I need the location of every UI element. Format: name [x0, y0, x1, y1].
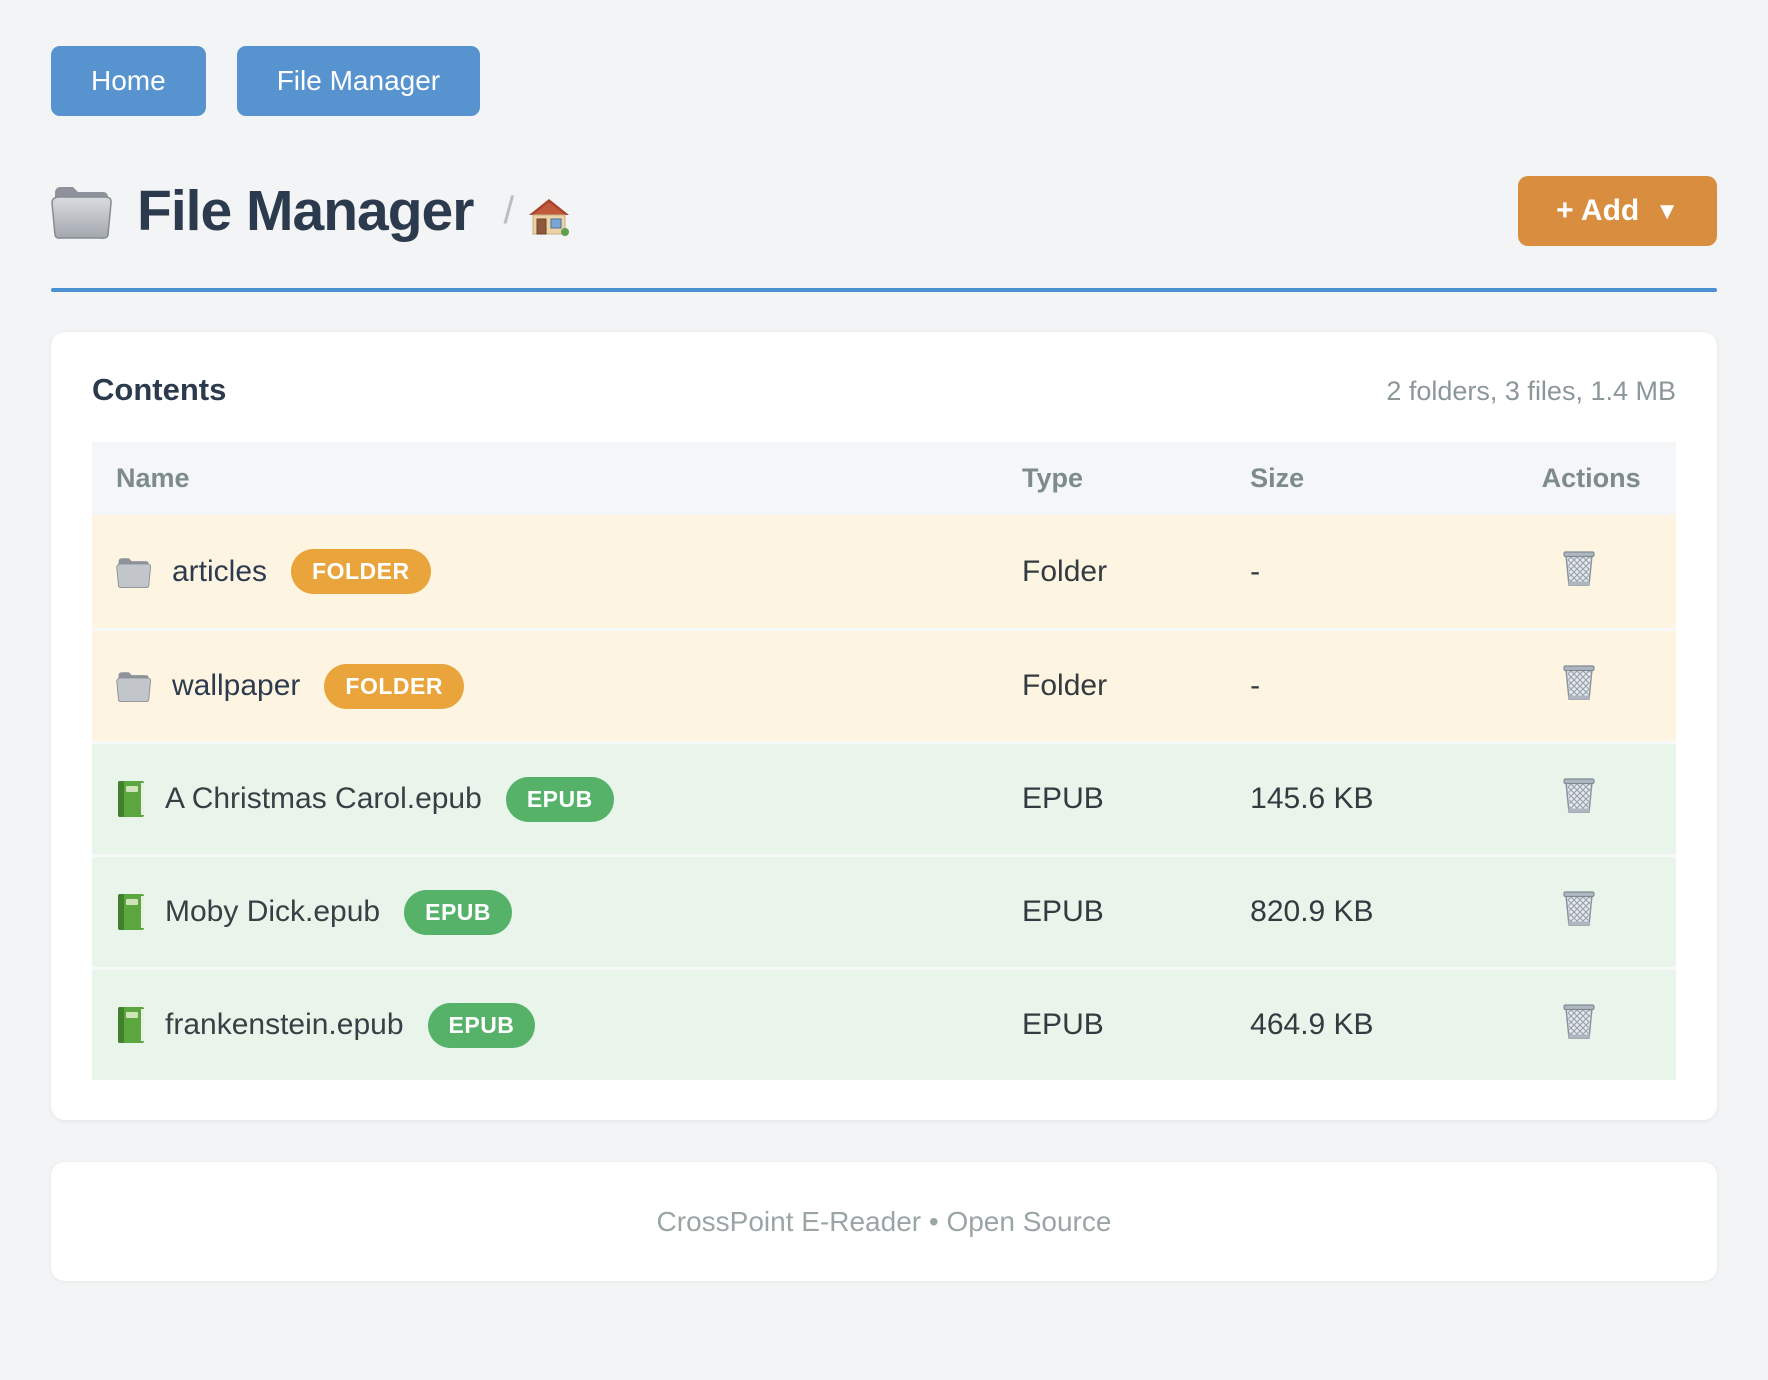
contents-summary: 2 folders, 3 files, 1.4 MB [1386, 376, 1676, 406]
table-row: articles FOLDER Folder - [92, 515, 1676, 628]
delete-button[interactable] [1562, 1001, 1596, 1041]
column-header-actions: Actions [1541, 463, 1641, 493]
folder-icon [116, 670, 153, 702]
file-manager-button[interactable]: File Manager [236, 46, 481, 116]
table-header-row: Name Type Size Actions [92, 442, 1676, 515]
footer-text: CrossPoint E-Reader • Open Source [656, 1205, 1112, 1237]
green-book-icon [116, 1006, 146, 1044]
delete-button[interactable] [1562, 775, 1596, 815]
file-name-link[interactable]: articles [172, 554, 268, 588]
size-value: 145.6 KB [1250, 782, 1374, 815]
folder-badge: FOLDER [324, 663, 464, 709]
file-name-link[interactable]: frankenstein.epub [165, 1008, 404, 1041]
trash-icon [1562, 662, 1596, 702]
delete-button[interactable] [1562, 662, 1596, 702]
page-header: File Manager / + Add ▼ [51, 176, 1717, 246]
column-header-size: Size [1250, 463, 1305, 493]
type-value: EPUB [1022, 895, 1104, 928]
epub-badge: EPUB [404, 889, 513, 935]
trash-icon [1562, 548, 1596, 588]
trash-icon [1562, 775, 1596, 815]
header-divider [51, 288, 1717, 292]
epub-badge: EPUB [427, 1002, 536, 1048]
size-value: - [1250, 554, 1261, 588]
folder-badge: FOLDER [291, 549, 431, 594]
add-button[interactable]: + Add ▼ [1518, 176, 1717, 246]
file-name-link[interactable]: wallpaper [172, 669, 301, 702]
green-book-icon [116, 893, 146, 931]
file-table: Name Type Size Actions articles FOLDER F… [92, 442, 1676, 1080]
size-value: 464.9 KB [1250, 1008, 1374, 1041]
delete-button[interactable] [1562, 888, 1596, 928]
page-title: File Manager [137, 179, 474, 243]
column-header-type: Type [1022, 463, 1084, 493]
card-title: Contents [92, 372, 227, 407]
breadcrumb-separator: / [503, 189, 514, 232]
table-row: wallpaper FOLDER Folder - [92, 628, 1676, 741]
table-row: frankenstein.epub EPUB EPUB 464.9 KB [92, 967, 1676, 1080]
table-row: A Christmas Carol.epub EPUB EPUB 145.6 K… [92, 741, 1676, 854]
type-value: EPUB [1022, 1008, 1104, 1041]
type-value: Folder [1022, 554, 1108, 588]
footer-card: CrossPoint E-Reader • Open Source [51, 1162, 1717, 1281]
folder-icon [116, 556, 153, 588]
size-value: 820.9 KB [1250, 895, 1374, 928]
contents-card: Contents 2 folders, 3 files, 1.4 MB Name… [51, 332, 1717, 1120]
green-book-icon [116, 780, 146, 818]
trash-icon [1562, 1001, 1596, 1041]
home-icon[interactable] [528, 197, 570, 237]
add-button-label: + Add [1556, 194, 1640, 227]
top-nav: Home File Manager [51, 46, 1717, 116]
table-row: Moby Dick.epub EPUB EPUB 820.9 KB [92, 854, 1676, 967]
type-value: Folder [1022, 669, 1108, 702]
type-value: EPUB [1022, 782, 1104, 815]
column-header-name: Name [116, 463, 190, 493]
file-name-link[interactable]: Moby Dick.epub [165, 895, 381, 928]
chevron-down-icon: ▼ [1655, 198, 1679, 225]
trash-icon [1562, 888, 1596, 928]
size-value: - [1250, 669, 1261, 702]
file-name-link[interactable]: A Christmas Carol.epub [165, 782, 482, 815]
epub-badge: EPUB [505, 776, 614, 822]
home-button[interactable]: Home [51, 46, 206, 116]
delete-button[interactable] [1562, 548, 1596, 588]
folder-icon [51, 183, 115, 239]
